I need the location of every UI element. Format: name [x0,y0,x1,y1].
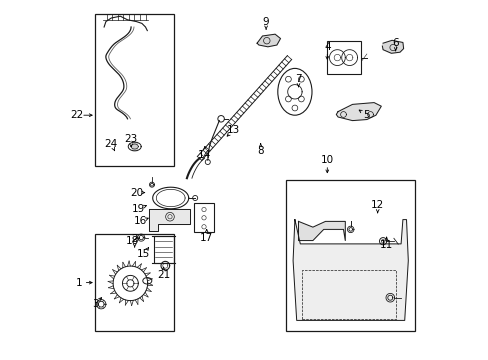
Polygon shape [336,103,381,121]
Text: 5: 5 [363,110,369,120]
Text: 9: 9 [262,17,269,27]
Text: 2: 2 [131,234,138,244]
Text: 20: 20 [130,188,143,198]
Bar [95,234,174,331]
Bar [326,41,361,74]
Bar [285,180,415,331]
Polygon shape [257,34,280,47]
Text: 21: 21 [157,270,170,280]
Text: 18: 18 [126,236,139,246]
Text: 17: 17 [200,233,213,243]
Bar [153,236,173,263]
Text: 14: 14 [198,150,211,160]
Polygon shape [298,221,345,240]
Text: 23: 23 [124,134,138,144]
Text: 19: 19 [131,204,144,214]
Bar [95,14,174,166]
Text: 22: 22 [70,110,83,120]
Text: 12: 12 [370,200,384,210]
Polygon shape [382,40,403,53]
Polygon shape [149,209,190,231]
Text: 7: 7 [295,74,301,84]
Bar [194,203,213,232]
Text: 24: 24 [104,139,118,149]
Text: 13: 13 [226,125,240,135]
Text: 6: 6 [391,38,398,48]
Text: 3: 3 [92,299,98,309]
Text: 10: 10 [320,155,333,165]
Text: 4: 4 [324,42,330,52]
Text: 1: 1 [76,278,82,288]
Polygon shape [292,220,407,320]
Text: 8: 8 [257,146,264,156]
Text: 15: 15 [137,249,150,259]
Text: 11: 11 [379,240,392,250]
Text: 16: 16 [133,216,146,226]
